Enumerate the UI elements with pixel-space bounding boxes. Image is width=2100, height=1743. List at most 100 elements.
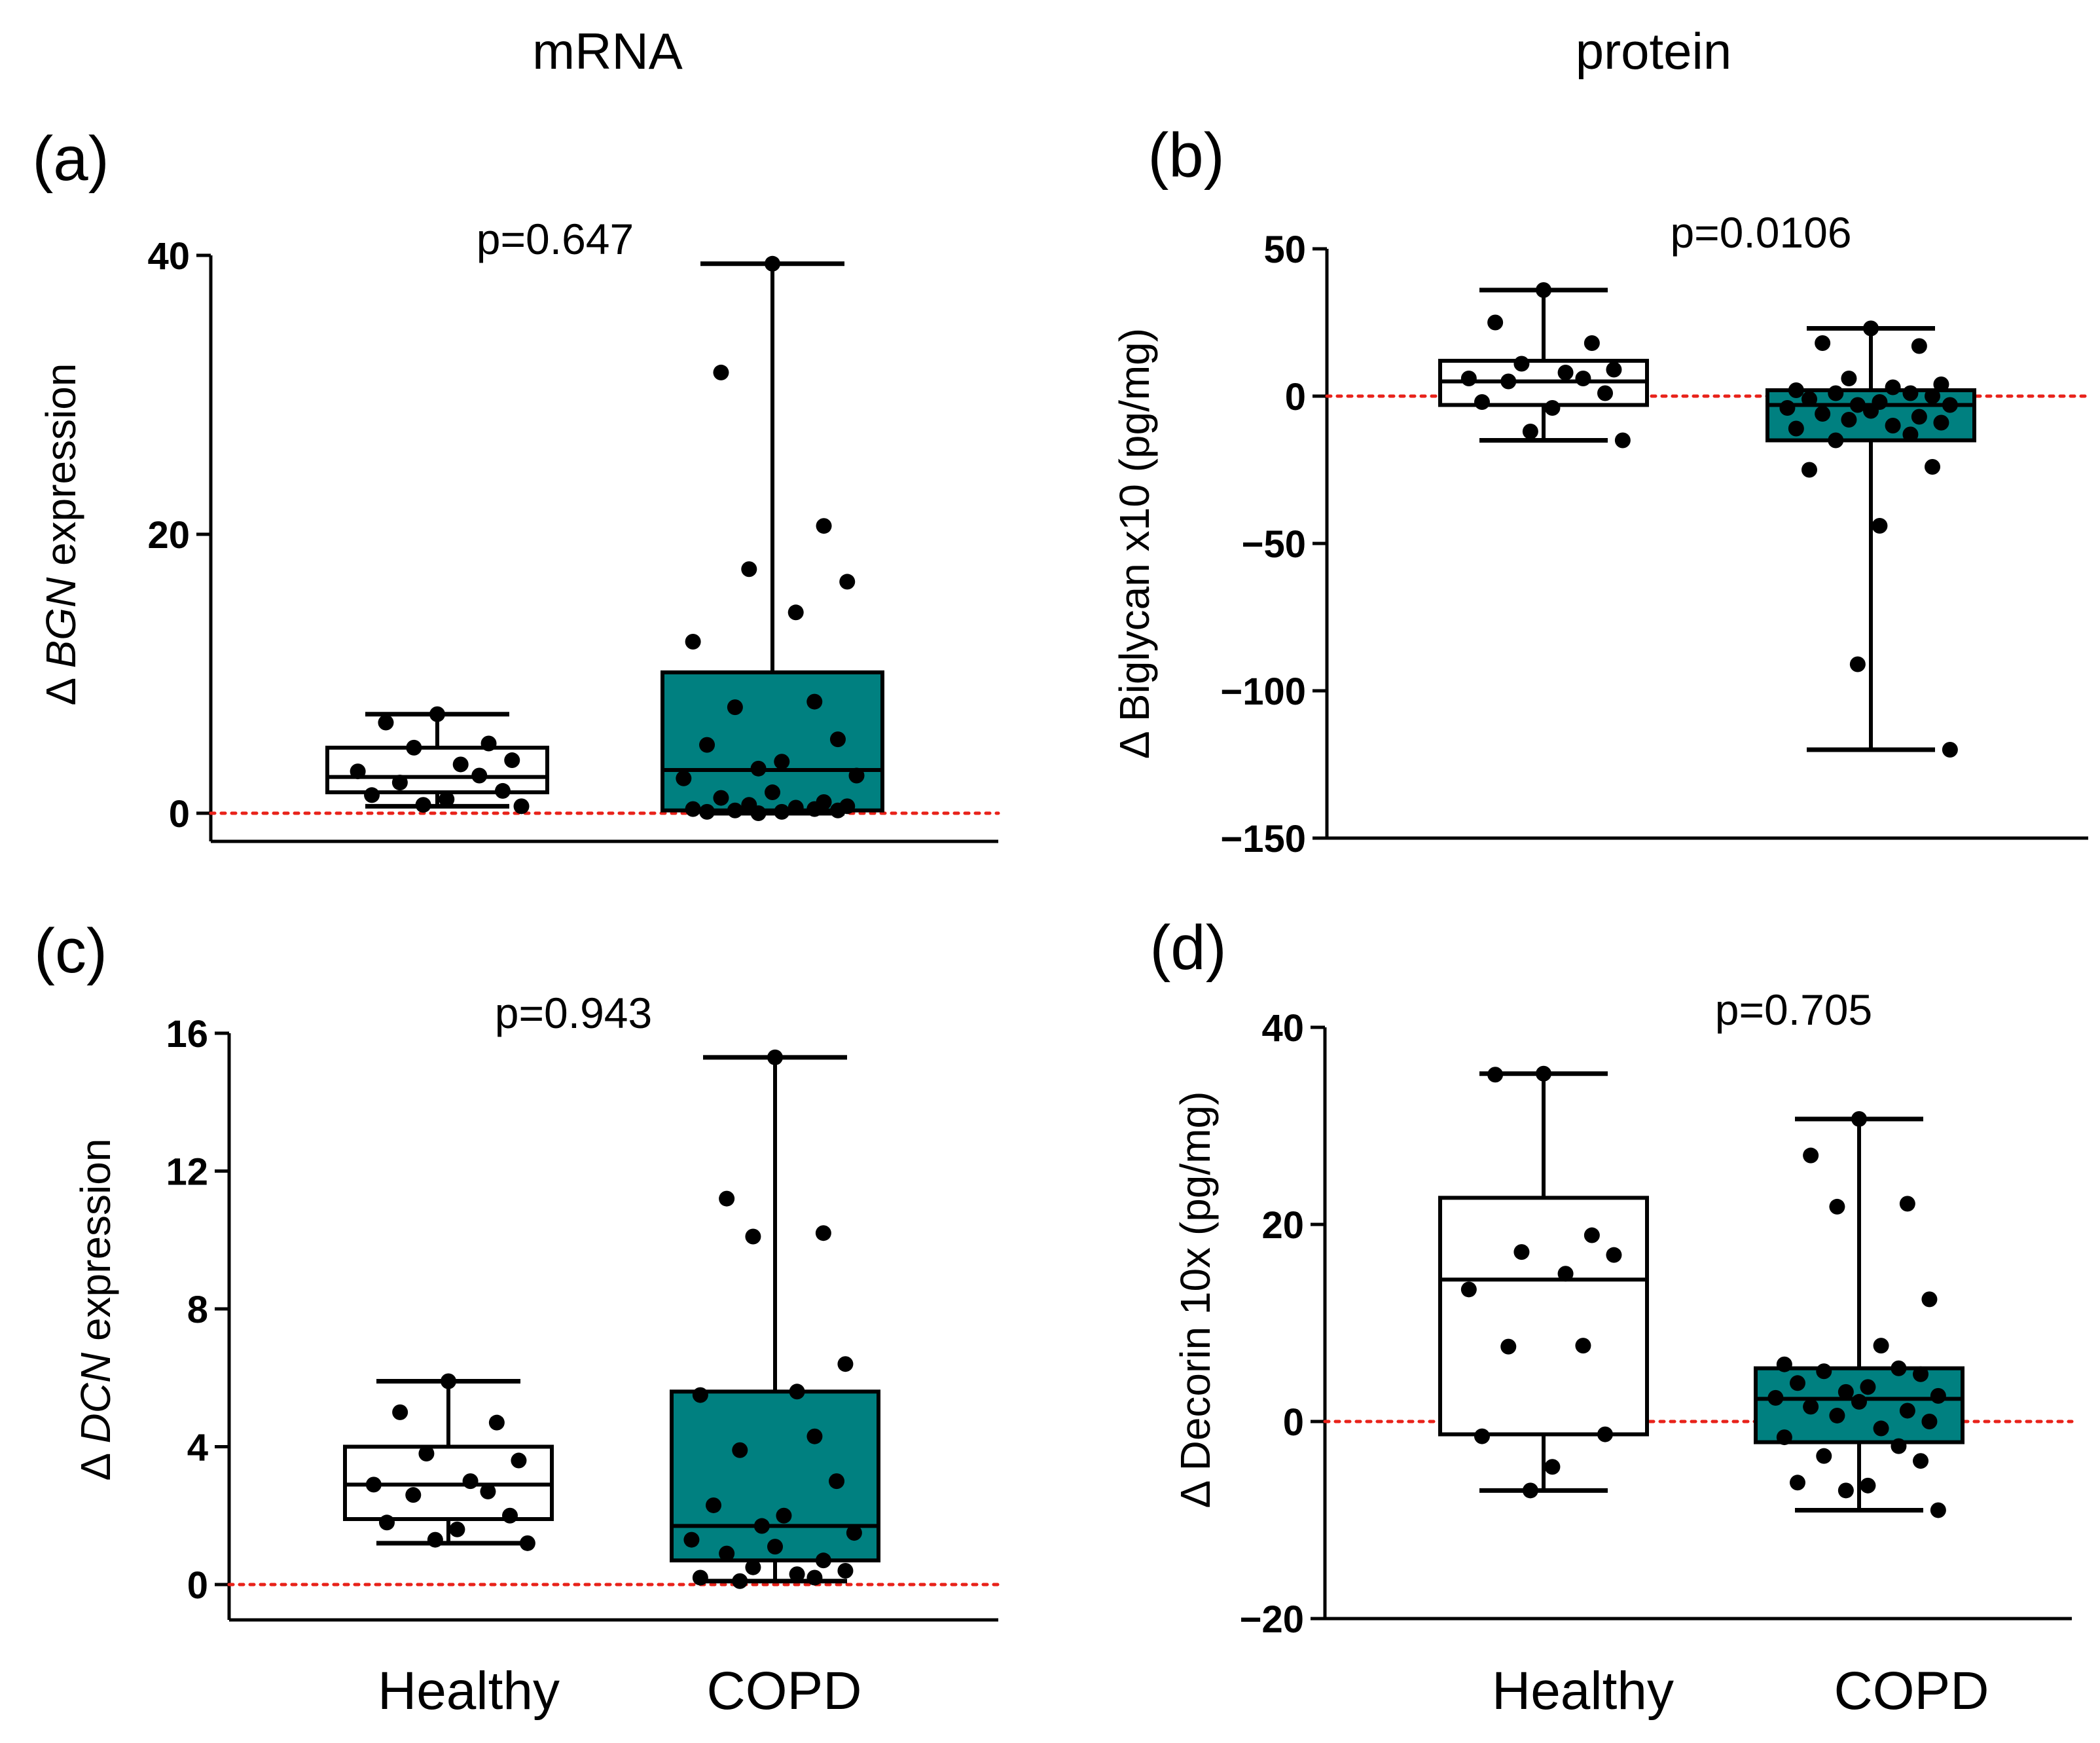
data-point-c-copd-21 <box>692 1569 708 1586</box>
y-tick-label-b-3: 0 <box>1285 376 1306 418</box>
data-point-d-copd-1 <box>1803 1147 1819 1164</box>
data-point-c-healthy-11 <box>449 1521 465 1537</box>
panel-a: (a) p=0.647 Δ BGN expression 0 20 40 <box>32 124 1000 843</box>
y-tick-label-a-2: 40 <box>147 235 190 278</box>
data-point-c-copd-12 <box>753 1518 770 1534</box>
y-tick-label-d-2: 20 <box>1261 1204 1304 1247</box>
data-point-d-copd-6 <box>1776 1356 1792 1372</box>
data-point-c-copd-7 <box>806 1428 823 1444</box>
data-point-c-copd-5 <box>789 1384 805 1400</box>
p-value-c: p=0.943 <box>495 989 652 1037</box>
data-point-c-copd-10 <box>705 1497 721 1513</box>
p-value-b: p=0.0106 <box>1670 208 1851 257</box>
data-point-d-copd-9 <box>1913 1366 1929 1382</box>
data-point-d-copd-5 <box>1873 1338 1889 1354</box>
data-point-a-copd-27 <box>750 805 767 821</box>
data-point-d-healthy-7 <box>1575 1338 1591 1354</box>
data-point-b-healthy-10 <box>1474 394 1490 410</box>
data-point-b-healthy-5 <box>1557 365 1574 380</box>
data-point-b-copd-9 <box>1925 388 1941 404</box>
data-point-a-copd-22 <box>806 801 823 817</box>
data-point-a-copd-25 <box>699 803 715 820</box>
data-point-c-healthy-12 <box>427 1532 443 1548</box>
panel-label-a: (a) <box>32 124 109 194</box>
data-point-b-healthy-1 <box>1487 314 1504 331</box>
data-point-d-healthy-1 <box>1487 1067 1504 1083</box>
data-point-a-copd-7 <box>806 693 823 710</box>
data-point-a-copd-3 <box>741 561 757 578</box>
y-tick-label-d-1: 0 <box>1283 1401 1304 1444</box>
panel-label-c: (c) <box>34 916 107 986</box>
data-point-a-healthy-3 <box>406 739 422 756</box>
data-point-b-copd-2 <box>1911 338 1927 354</box>
data-point-b-copd-24 <box>1925 459 1941 475</box>
data-point-c-copd-20 <box>789 1566 805 1583</box>
data-point-b-copd-20 <box>1885 418 1901 433</box>
data-point-b-copd-13 <box>1942 397 1958 413</box>
data-point-a-copd-20 <box>788 799 804 816</box>
data-point-d-copd-7 <box>1891 1360 1907 1376</box>
data-point-c-healthy-6 <box>365 1477 382 1493</box>
data-point-d-copd-26 <box>1860 1477 1876 1494</box>
y-axis-label-gene-a: BGN <box>37 577 84 668</box>
data-point-c-copd-17 <box>815 1552 831 1569</box>
data-point-b-healthy-11 <box>1544 400 1561 416</box>
y-axis-label-c: Δ DCN expression <box>72 1139 119 1481</box>
data-point-d-copd-19 <box>1921 1414 1938 1429</box>
data-point-c-healthy-7 <box>480 1483 496 1499</box>
data-point-d-copd-23 <box>1816 1448 1832 1464</box>
data-point-d-copd-21 <box>1776 1429 1792 1446</box>
data-point-b-copd-4 <box>1933 376 1949 392</box>
p-value-a: p=0.647 <box>477 215 634 263</box>
y-tick-label-a-1: 20 <box>147 514 190 557</box>
y-tick-label-c-0: 0 <box>187 1564 208 1607</box>
data-point-d-healthy-2 <box>1584 1227 1600 1243</box>
data-point-c-copd-9 <box>829 1473 845 1490</box>
data-point-d-copd-0 <box>1851 1110 1867 1127</box>
box-d-healthy <box>1438 1196 1649 1437</box>
data-point-d-copd-10 <box>1789 1375 1805 1391</box>
data-point-b-copd-15 <box>1863 403 1879 419</box>
y-tick-label-c-3: 12 <box>166 1151 208 1194</box>
data-point-d-healthy-0 <box>1536 1065 1551 1082</box>
data-point-a-copd-8 <box>727 699 743 716</box>
y-axis-label-prefix-c: Δ <box>72 1443 119 1480</box>
data-point-a-copd-9 <box>829 731 846 748</box>
y-tick-label-d-0: −20 <box>1240 1598 1304 1641</box>
data-point-a-copd-1 <box>713 364 729 380</box>
data-point-b-copd-8 <box>1828 385 1844 401</box>
data-point-b-copd-0 <box>1863 320 1879 337</box>
data-point-c-copd-19 <box>837 1562 854 1579</box>
panel-label-d: (d) <box>1150 913 1226 983</box>
data-point-a-copd-5 <box>788 604 804 621</box>
data-point-a-copd-26 <box>774 803 790 820</box>
data-point-a-copd-14 <box>676 770 692 786</box>
data-point-d-copd-14 <box>1767 1389 1784 1406</box>
data-point-d-healthy-6 <box>1460 1281 1477 1298</box>
data-point-b-healthy-2 <box>1584 335 1600 351</box>
data-point-b-healthy-4 <box>1606 361 1622 378</box>
y-axis-label-a: Δ BGN expression <box>37 363 84 706</box>
data-point-c-healthy-9 <box>502 1507 518 1524</box>
data-point-d-copd-17 <box>1899 1403 1915 1419</box>
data-point-a-healthy-9 <box>494 782 511 799</box>
data-point-d-copd-2 <box>1899 1196 1915 1212</box>
data-point-a-copd-11 <box>774 754 790 770</box>
data-point-d-copd-24 <box>1913 1453 1929 1469</box>
y-tick-label-c-4: 16 <box>166 1013 208 1055</box>
data-point-d-copd-15 <box>1851 1393 1867 1410</box>
data-point-b-healthy-3 <box>1513 356 1530 372</box>
data-point-c-copd-15 <box>767 1539 783 1555</box>
y-tick-label-b-0: −150 <box>1220 818 1306 860</box>
data-point-c-healthy-1 <box>392 1404 408 1420</box>
data-point-b-copd-14 <box>1779 400 1796 416</box>
data-point-d-healthy-8 <box>1500 1338 1517 1355</box>
y-axis-label-suffix-c: expression <box>72 1139 119 1353</box>
data-point-a-healthy-4 <box>504 752 520 769</box>
data-point-a-healthy-7 <box>471 767 488 784</box>
data-point-b-copd-26 <box>1872 518 1888 534</box>
x-category-label-healthy-right: Healthy <box>1492 1661 1674 1721</box>
data-point-d-copd-12 <box>1838 1384 1854 1400</box>
data-point-a-healthy-10 <box>364 787 380 803</box>
data-point-d-copd-18 <box>1829 1407 1845 1423</box>
